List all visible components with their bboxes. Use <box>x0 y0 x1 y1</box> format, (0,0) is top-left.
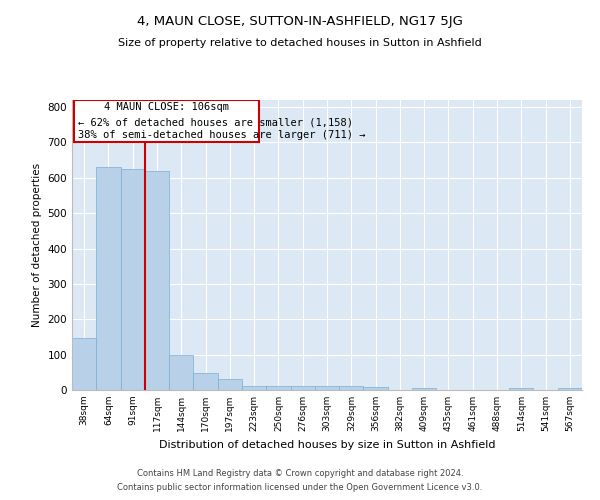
Bar <box>96 167 121 390</box>
Bar <box>558 388 582 390</box>
Bar <box>121 169 145 390</box>
FancyBboxPatch shape <box>74 100 259 142</box>
Bar <box>72 338 96 390</box>
Text: Contains HM Land Registry data © Crown copyright and database right 2024.: Contains HM Land Registry data © Crown c… <box>137 468 463 477</box>
Bar <box>169 354 193 390</box>
Bar <box>193 374 218 390</box>
X-axis label: Distribution of detached houses by size in Sutton in Ashfield: Distribution of detached houses by size … <box>159 440 495 450</box>
Text: 38% of semi-detached houses are larger (711) →: 38% of semi-detached houses are larger (… <box>78 130 365 140</box>
Bar <box>290 386 315 390</box>
Text: 4, MAUN CLOSE, SUTTON-IN-ASHFIELD, NG17 5JG: 4, MAUN CLOSE, SUTTON-IN-ASHFIELD, NG17 … <box>137 15 463 28</box>
Bar <box>242 386 266 390</box>
Bar <box>266 386 290 390</box>
Bar <box>412 388 436 390</box>
Bar <box>364 387 388 390</box>
Text: Contains public sector information licensed under the Open Government Licence v3: Contains public sector information licen… <box>118 484 482 492</box>
Bar <box>145 170 169 390</box>
Text: ← 62% of detached houses are smaller (1,158): ← 62% of detached houses are smaller (1,… <box>78 117 353 127</box>
Bar <box>315 386 339 390</box>
Y-axis label: Number of detached properties: Number of detached properties <box>32 163 42 327</box>
Bar <box>218 380 242 390</box>
Text: 4 MAUN CLOSE: 106sqm: 4 MAUN CLOSE: 106sqm <box>104 102 229 112</box>
Text: Size of property relative to detached houses in Sutton in Ashfield: Size of property relative to detached ho… <box>118 38 482 48</box>
Bar <box>509 388 533 390</box>
Bar <box>339 386 364 390</box>
